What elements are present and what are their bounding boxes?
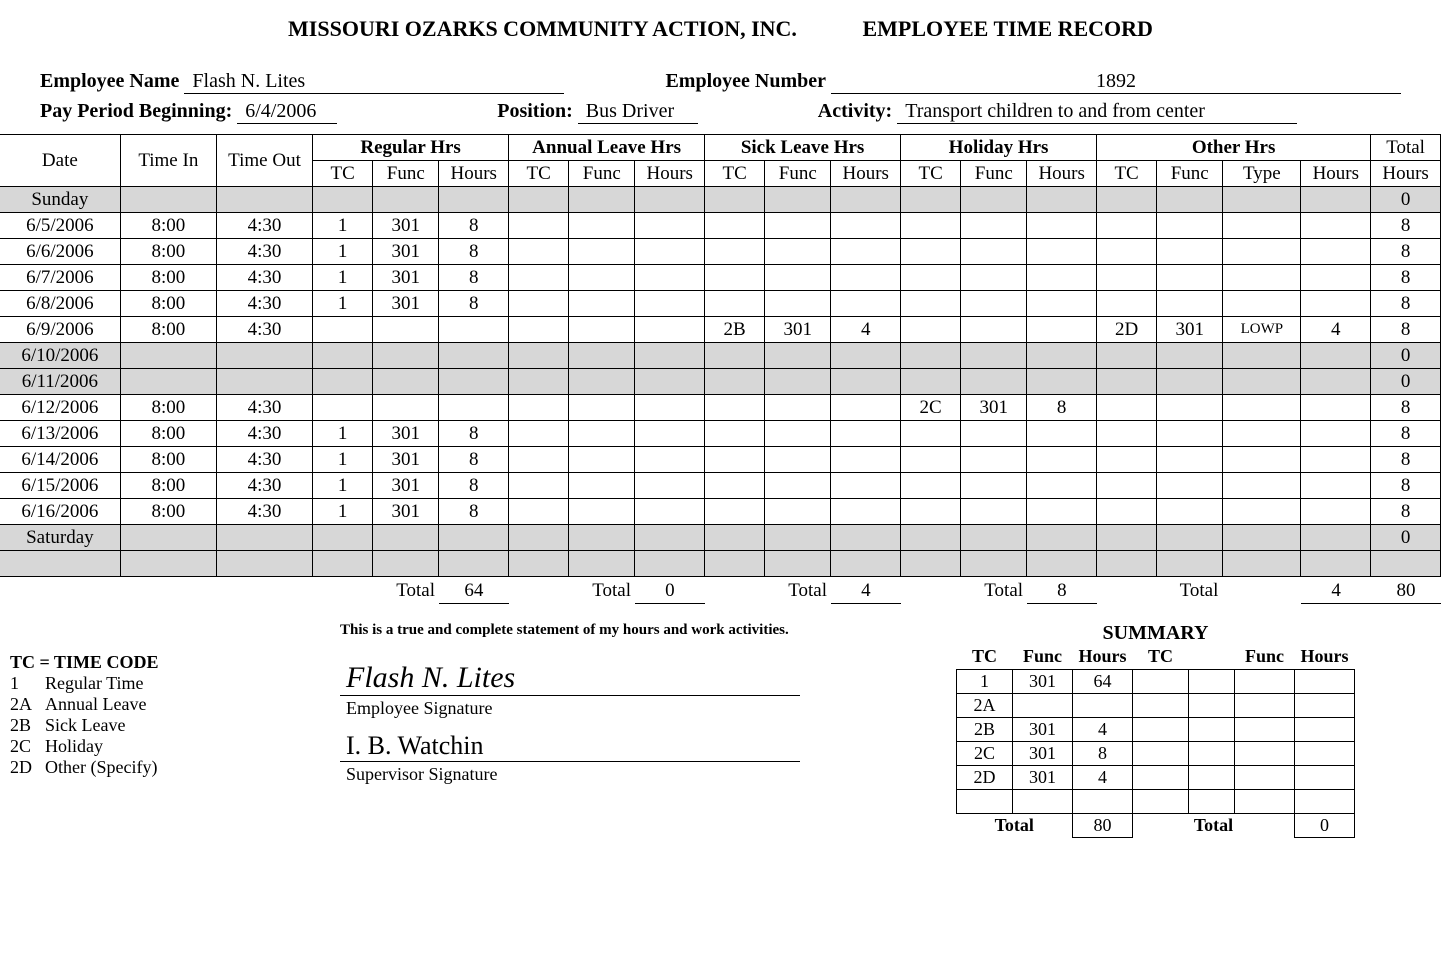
table-row: 6/14/20068:004:30130188: [0, 447, 1441, 473]
table-row: 6/8/20068:004:30130188: [0, 291, 1441, 317]
summary-table: TC Func Hours TC Func Hours 1301642A2B30…: [956, 645, 1355, 838]
col-group-sick: Sick Leave Hrs: [705, 135, 901, 161]
total-holiday: 8: [1027, 579, 1097, 604]
table-row: Sunday0: [0, 187, 1441, 213]
table-row: 6/9/20068:004:302B30142D301LOWP48: [0, 317, 1441, 343]
legend-title: TC = TIME CODE: [10, 652, 340, 673]
legend-item: 2AAnnual Leave: [10, 694, 340, 715]
statement: This is a true and complete statement of…: [340, 622, 880, 639]
summary-row: 130164: [957, 669, 1355, 693]
summary: SUMMARY TC Func Hours TC Func Hours 1301…: [880, 622, 1431, 838]
total-grand: 80: [1371, 579, 1441, 604]
pay-period-value: 6/4/2006: [237, 100, 337, 124]
table-row: 6/5/20068:004:30130188: [0, 213, 1441, 239]
col-timein: Time In: [120, 135, 216, 187]
col-total-hours: Hours: [1371, 161, 1441, 187]
legend-item: 1Regular Time: [10, 673, 340, 694]
col-group-regular: Regular Hrs: [313, 135, 509, 161]
table-row: 6/15/20068:004:30130188: [0, 473, 1441, 499]
col-group-other: Other Hrs: [1097, 135, 1371, 161]
supervisor-signature-label: Supervisor Signature: [340, 764, 880, 785]
legend-item: 2DOther (Specify): [10, 757, 340, 778]
table-row: 6/13/20068:004:30130188: [0, 421, 1441, 447]
table-row: 6/7/20068:004:30130188: [0, 265, 1441, 291]
signatures: This is a true and complete statement of…: [340, 622, 880, 838]
col-group-holiday: Holiday Hrs: [901, 135, 1097, 161]
position-value: Bus Driver: [578, 100, 698, 124]
activity-label: Activity:: [818, 100, 892, 122]
total-other: 4: [1301, 579, 1371, 604]
table-row: [0, 551, 1441, 577]
position-label: Position:: [497, 100, 573, 122]
summary-row: 2A: [957, 693, 1355, 717]
org-name: MISSOURI OZARKS COMMUNITY ACTION, INC.: [288, 16, 797, 41]
emp-name-label: Employee Name: [40, 70, 179, 92]
col-total-top: Total: [1371, 135, 1441, 161]
summary-row: 2B3014: [957, 717, 1355, 741]
supervisor-signature: I. B. Watchin: [340, 731, 800, 762]
emp-num-label: Employee Number: [665, 70, 826, 92]
summary-title: SUMMARY: [880, 622, 1431, 645]
emp-name-value: Flash N. Lites: [184, 70, 564, 94]
total-sick: 4: [831, 579, 901, 604]
table-row: 6/12/20068:004:302C30188: [0, 395, 1441, 421]
table-row: 6/11/20060: [0, 369, 1441, 395]
activity-value: Transport children to and from center: [897, 100, 1297, 124]
total-regular: 64: [439, 579, 509, 604]
totals-row: Total 64 Total 0 Total 4 Total 8 Total 4…: [0, 579, 1441, 604]
summary-row: [957, 789, 1355, 813]
doc-type: EMPLOYEE TIME RECORD: [862, 16, 1153, 41]
summary-row: 2D3014: [957, 765, 1355, 789]
table-row: Saturday0: [0, 525, 1441, 551]
summary-row: 2C3018: [957, 741, 1355, 765]
page-title: MISSOURI OZARKS COMMUNITY ACTION, INC. E…: [0, 16, 1441, 42]
legend-item: 2BSick Leave: [10, 715, 340, 736]
legend: TC = TIME CODE 1Regular Time2AAnnual Lea…: [10, 622, 340, 838]
pay-period-label: Pay Period Beginning:: [40, 100, 232, 122]
col-timeout: Time Out: [216, 135, 312, 187]
emp-num-value: 1892: [831, 70, 1401, 94]
employee-signature: Flash N. Lites: [340, 661, 800, 696]
col-date: Date: [0, 135, 120, 187]
summary-total-left: 80: [1073, 813, 1133, 837]
table-row: 6/16/20068:004:30130188: [0, 499, 1441, 525]
legend-item: 2CHoliday: [10, 736, 340, 757]
employee-signature-label: Employee Signature: [340, 698, 880, 719]
total-annual: 0: [635, 579, 705, 604]
timesheet-table: Date Time In Time Out Regular Hrs Annual…: [0, 134, 1441, 577]
col-group-annual: Annual Leave Hrs: [509, 135, 705, 161]
summary-total-right: 0: [1295, 813, 1355, 837]
table-row: 6/10/20060: [0, 343, 1441, 369]
table-row: 6/6/20068:004:30130188: [0, 239, 1441, 265]
